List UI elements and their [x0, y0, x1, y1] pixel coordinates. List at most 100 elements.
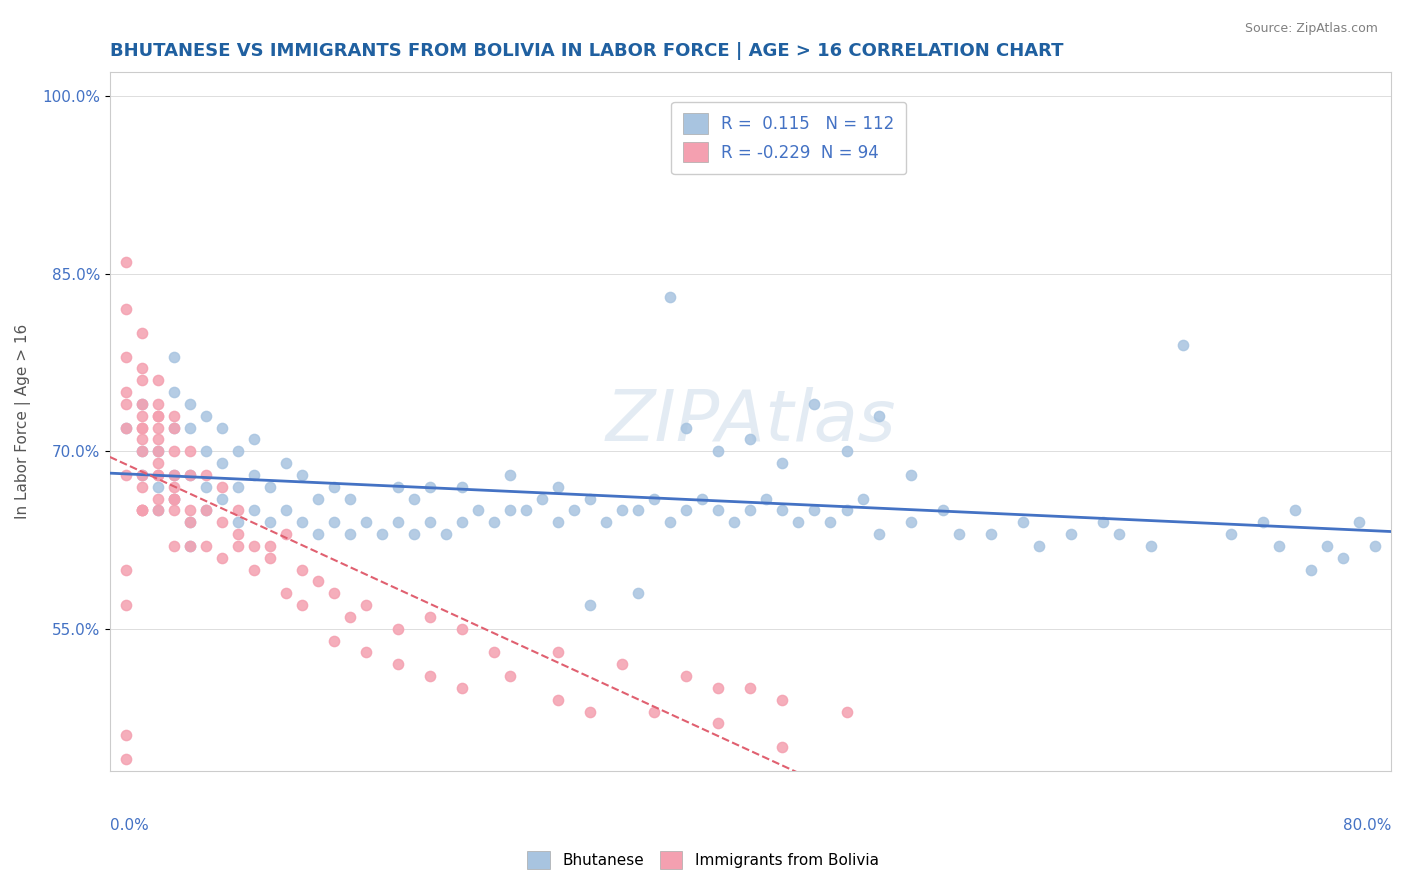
- Point: [179, 515, 201, 529]
- Text: Source: ZipAtlas.com: Source: ZipAtlas.com: [1244, 22, 1378, 36]
- Point: [387, 657, 409, 672]
- Point: [131, 420, 153, 434]
- Point: [146, 480, 169, 494]
- Point: [323, 515, 346, 529]
- Point: [131, 420, 153, 434]
- Point: [354, 598, 377, 612]
- Point: [772, 503, 794, 517]
- Point: [547, 515, 569, 529]
- Point: [243, 563, 266, 577]
- Point: [291, 598, 314, 612]
- Point: [274, 456, 297, 470]
- Point: [820, 515, 842, 529]
- Point: [1108, 527, 1130, 541]
- Point: [740, 433, 762, 447]
- Point: [835, 444, 858, 458]
- Text: BHUTANESE VS IMMIGRANTS FROM BOLIVIA IN LABOR FORCE | AGE > 16 CORRELATION CHART: BHUTANESE VS IMMIGRANTS FROM BOLIVIA IN …: [110, 42, 1063, 60]
- Point: [499, 503, 522, 517]
- Point: [131, 480, 153, 494]
- Point: [179, 539, 201, 553]
- Point: [1091, 515, 1114, 529]
- Point: [163, 539, 186, 553]
- Point: [163, 503, 186, 517]
- Point: [772, 693, 794, 707]
- Point: [243, 467, 266, 482]
- Point: [404, 491, 426, 506]
- Point: [179, 467, 201, 482]
- Point: [1316, 539, 1339, 553]
- Point: [612, 503, 634, 517]
- Point: [243, 433, 266, 447]
- Point: [659, 290, 682, 304]
- Point: [131, 467, 153, 482]
- Text: ZIPAtlas: ZIPAtlas: [605, 387, 896, 456]
- Point: [131, 361, 153, 376]
- Point: [146, 467, 169, 482]
- Point: [835, 503, 858, 517]
- Point: [547, 645, 569, 659]
- Point: [900, 515, 922, 529]
- Point: [868, 409, 890, 423]
- Point: [1299, 563, 1322, 577]
- Point: [131, 467, 153, 482]
- Point: [179, 444, 201, 458]
- Point: [226, 480, 249, 494]
- Point: [226, 515, 249, 529]
- Point: [163, 420, 186, 434]
- Point: [131, 397, 153, 411]
- Point: [226, 444, 249, 458]
- Point: [194, 503, 217, 517]
- Point: [179, 420, 201, 434]
- Point: [211, 491, 233, 506]
- Legend: R =  0.115   N = 112, R = -0.229  N = 94: R = 0.115 N = 112, R = -0.229 N = 94: [672, 102, 907, 174]
- Point: [194, 503, 217, 517]
- Point: [1171, 337, 1194, 351]
- Point: [115, 350, 138, 364]
- Point: [274, 503, 297, 517]
- Point: [115, 467, 138, 482]
- Point: [146, 397, 169, 411]
- Point: [131, 326, 153, 340]
- Point: [643, 705, 665, 719]
- Point: [707, 716, 730, 731]
- Point: [675, 669, 697, 683]
- Point: [692, 491, 714, 506]
- Point: [404, 527, 426, 541]
- Point: [931, 503, 953, 517]
- Point: [131, 444, 153, 458]
- Point: [339, 527, 361, 541]
- Point: [980, 527, 1002, 541]
- Point: [371, 527, 394, 541]
- Point: [1348, 515, 1371, 529]
- Point: [387, 622, 409, 636]
- Point: [323, 633, 346, 648]
- Point: [274, 527, 297, 541]
- Point: [451, 681, 474, 695]
- Point: [948, 527, 970, 541]
- Point: [115, 385, 138, 400]
- Point: [835, 705, 858, 719]
- Point: [131, 503, 153, 517]
- Point: [339, 491, 361, 506]
- Point: [163, 467, 186, 482]
- Point: [131, 503, 153, 517]
- Point: [482, 515, 505, 529]
- Point: [259, 550, 281, 565]
- Point: [579, 491, 602, 506]
- Point: [194, 409, 217, 423]
- Point: [1028, 539, 1050, 553]
- Point: [115, 752, 138, 766]
- Point: [163, 467, 186, 482]
- Point: [772, 740, 794, 755]
- Point: [1284, 503, 1306, 517]
- Point: [707, 503, 730, 517]
- Point: [211, 515, 233, 529]
- Point: [211, 456, 233, 470]
- Legend: Bhutanese, Immigrants from Bolivia: Bhutanese, Immigrants from Bolivia: [522, 845, 884, 875]
- Point: [259, 480, 281, 494]
- Point: [243, 503, 266, 517]
- Point: [131, 397, 153, 411]
- Point: [146, 444, 169, 458]
- Point: [259, 515, 281, 529]
- Point: [499, 467, 522, 482]
